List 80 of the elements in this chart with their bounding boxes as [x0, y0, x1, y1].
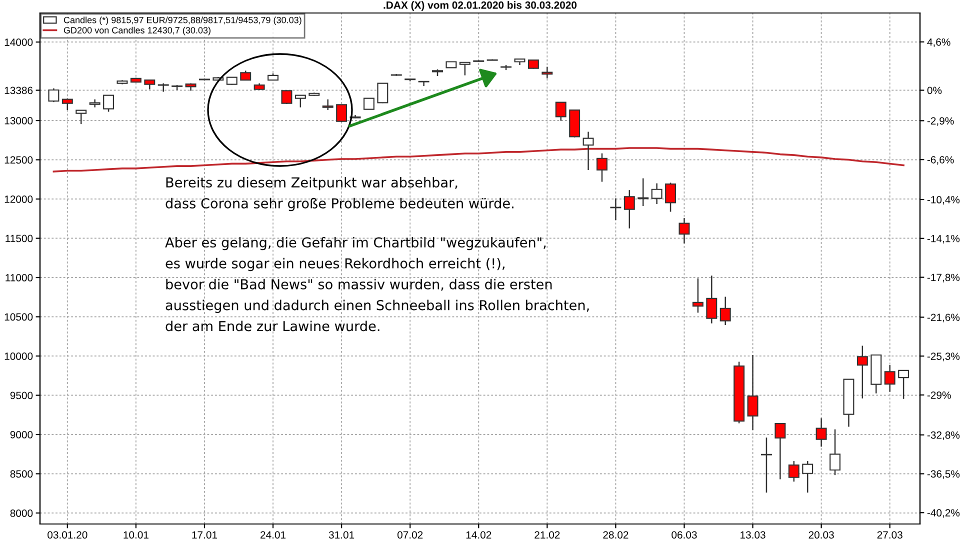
- candlestick: [48, 88, 60, 103]
- y-tick-label: 10000: [4, 352, 33, 360]
- candlestick: [158, 82, 169, 92]
- y2-tick-label: -29%: [927, 391, 951, 399]
- y-tick-label: 11500: [6, 234, 33, 242]
- x-tick-label: 21.02: [534, 531, 560, 539]
- y-tick-label: 12500: [4, 156, 33, 164]
- candlestick: [377, 82, 388, 104]
- y2-tick-label: 0%: [927, 86, 942, 94]
- y2-tick-label: -6,6%: [927, 156, 954, 165]
- candlestick: [678, 217, 690, 244]
- candlestick: [363, 98, 374, 110]
- candlestick: [459, 61, 470, 76]
- y-tick-label: 10500: [4, 313, 33, 321]
- candlestick: [816, 418, 827, 448]
- y-tick-label: 8000: [10, 510, 33, 517]
- candlestick: [788, 460, 800, 482]
- candlestick: [898, 370, 910, 400]
- y2-tick-label: -14,1%: [927, 234, 960, 244]
- candlestick: [103, 94, 114, 112]
- candlestick: [720, 296, 731, 326]
- y-tick-label: 9500: [10, 392, 33, 400]
- candlestick: [322, 98, 334, 111]
- candlestick: [665, 182, 676, 212]
- y2-tick-label: 4,6%: [927, 38, 950, 48]
- candlestick: [294, 94, 306, 108]
- candlestick: [651, 182, 662, 205]
- y2-tick-label: -40,2%: [927, 509, 960, 518]
- y-tick-label: 13000: [4, 117, 33, 124]
- legend-label: Candles (*) 9815,97 EUR/9725,88/9817,51/9453,79 (30.03): [64, 16, 302, 26]
- candlestick: [76, 110, 87, 125]
- candlestick: [336, 104, 348, 123]
- candlestick: [692, 278, 704, 314]
- y2-tick-label: -21,6%: [927, 314, 960, 322]
- y-tick-label: 11000: [6, 274, 33, 282]
- y-tick-label: 9000: [10, 431, 33, 438]
- y2-tick-label: -36,5%: [927, 470, 960, 479]
- y-tick-label: 12000: [4, 196, 33, 203]
- candlestick: [706, 275, 718, 324]
- y2-tick-label: -25,3%: [927, 352, 960, 362]
- candlestick: [802, 460, 814, 494]
- x-tick-label: 17.01: [192, 531, 218, 539]
- y-tick-label: 13386: [4, 86, 33, 94]
- candlestick: [62, 98, 73, 111]
- candlestick: [856, 345, 868, 400]
- y2-tick-label: -10,4%: [927, 196, 960, 205]
- y2-tick-label: -2,9%: [927, 117, 954, 126]
- y-tick-label: 8500: [10, 470, 33, 478]
- x-tick-label: 28.02: [603, 531, 628, 539]
- y-tick-label: 14000: [4, 38, 33, 46]
- x-tick-label: 13.03: [740, 531, 766, 539]
- x-tick-label: 06.03: [672, 531, 697, 539]
- y2-tick-label: -17,8%: [927, 274, 960, 282]
- candlestick: [144, 79, 156, 90]
- candlestick: [528, 59, 539, 70]
- candlestick: [582, 131, 594, 171]
- annotation: Bereits zu diesem Zeitpunkt war absehbar, dass Corona sehr große Probleme bedeuten würde.: [166, 177, 514, 212]
- line-series: [52, 147, 904, 172]
- x-tick-label: 31.01: [328, 531, 354, 539]
- candlestick: [747, 354, 758, 431]
- candlestick: [555, 101, 566, 122]
- chart-title: .DAX (X) vom 02.01.2020 bis 30.03.2020: [384, 1, 577, 11]
- candlestick: [760, 436, 772, 494]
- candlestick: [596, 152, 608, 182]
- x-tick-label: 03.01.20: [48, 531, 88, 539]
- candlestick: [830, 428, 841, 476]
- annotation: Aber es gelang, die Gefahr im Chartbild "wegzukaufen", es wurde sogar ein neues Rekordhoch erreicht (!), bevor die "Bad News" so massiv wurden, dass die ersten ausstiegen und dadurch einen Schneeball ins Rollen brachten, der am Ende zur Lawine wurde.: [165, 237, 589, 332]
- x-tick-label: 20.03: [808, 531, 834, 539]
- legend-label: GD200 von Candles 12430,7 (30.03): [64, 26, 210, 36]
- candlestick: [884, 364, 896, 392]
- candlestick: [542, 66, 553, 80]
- x-tick-label: 07.02: [397, 531, 423, 539]
- x-tick-label: 10.01: [124, 531, 148, 539]
- y2-tick-label: -32,8%: [927, 431, 960, 440]
- candlestick: [624, 189, 635, 230]
- x-tick-label: 24.01: [260, 531, 286, 539]
- candlestick: [281, 90, 292, 105]
- x-tick-label: 14.02: [466, 531, 492, 539]
- candlestick: [774, 422, 786, 480]
- x-tick-label: 27.03: [877, 531, 902, 539]
